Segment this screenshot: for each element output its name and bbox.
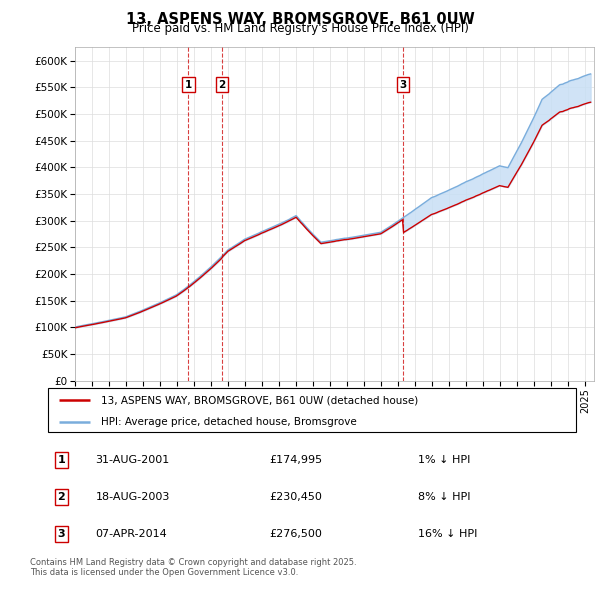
Text: 18-AUG-2003: 18-AUG-2003 <box>95 492 170 502</box>
Text: 2: 2 <box>58 492 65 502</box>
Text: 8% ↓ HPI: 8% ↓ HPI <box>418 492 470 502</box>
Text: 31-AUG-2001: 31-AUG-2001 <box>95 455 170 466</box>
Text: 1: 1 <box>185 80 192 90</box>
Text: 1% ↓ HPI: 1% ↓ HPI <box>418 455 470 466</box>
Text: 3: 3 <box>399 80 407 90</box>
Text: 13, ASPENS WAY, BROMSGROVE, B61 0UW: 13, ASPENS WAY, BROMSGROVE, B61 0UW <box>125 12 475 27</box>
Text: 13, ASPENS WAY, BROMSGROVE, B61 0UW (detached house): 13, ASPENS WAY, BROMSGROVE, B61 0UW (det… <box>101 395 418 405</box>
FancyBboxPatch shape <box>48 388 576 432</box>
Text: £230,450: £230,450 <box>270 492 323 502</box>
Text: 2: 2 <box>218 80 226 90</box>
Text: Contains HM Land Registry data © Crown copyright and database right 2025.
This d: Contains HM Land Registry data © Crown c… <box>30 558 356 577</box>
Text: 3: 3 <box>58 529 65 539</box>
Text: HPI: Average price, detached house, Bromsgrove: HPI: Average price, detached house, Brom… <box>101 417 356 427</box>
Text: £174,995: £174,995 <box>270 455 323 466</box>
Text: 07-APR-2014: 07-APR-2014 <box>95 529 167 539</box>
Text: 16% ↓ HPI: 16% ↓ HPI <box>418 529 477 539</box>
Text: £276,500: £276,500 <box>270 529 323 539</box>
Text: 1: 1 <box>58 455 65 466</box>
Text: Price paid vs. HM Land Registry's House Price Index (HPI): Price paid vs. HM Land Registry's House … <box>131 22 469 35</box>
